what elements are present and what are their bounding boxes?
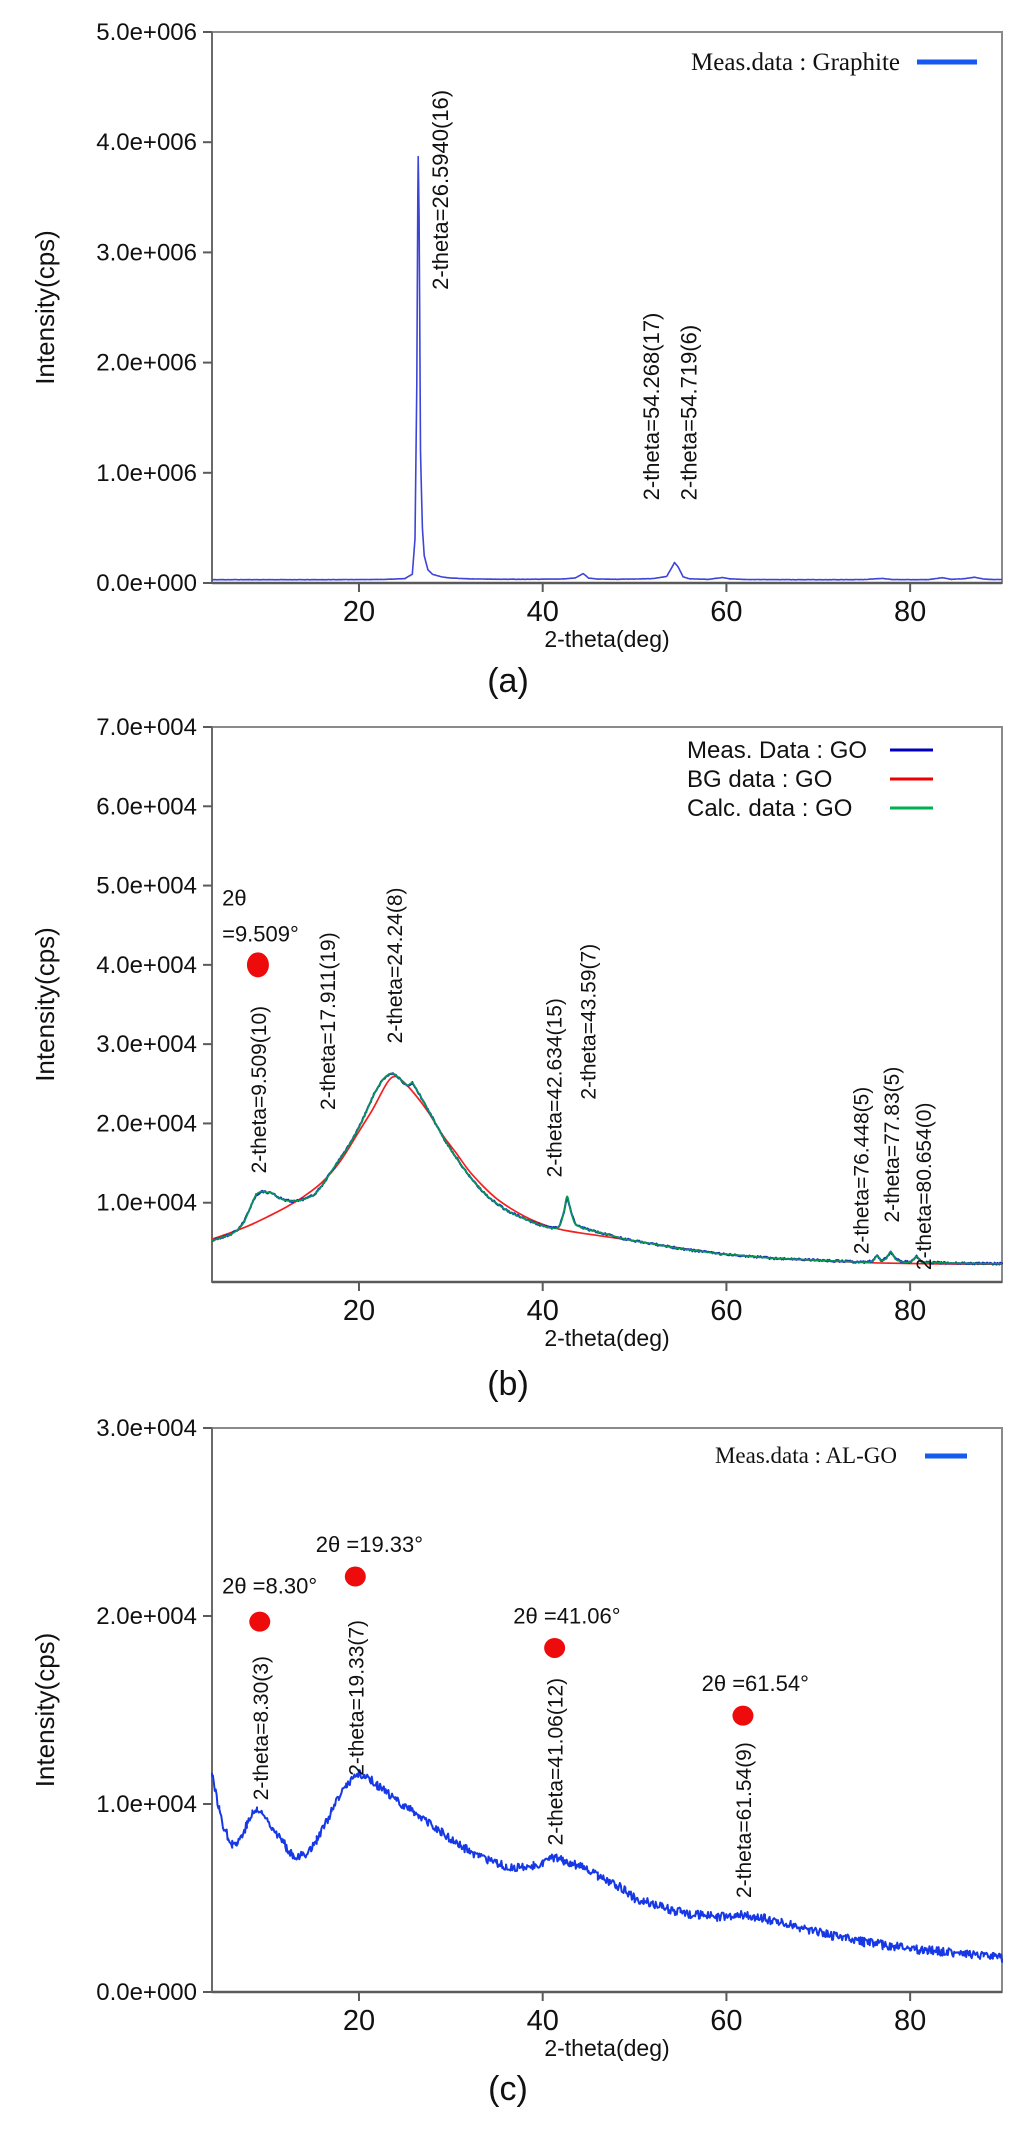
- series-line-2: [211, 1072, 1003, 1265]
- xrd-chart-al-go: 0.0e+000 1.0e+004 2.0e+004 3.0e+004 20 40 60 80…: [30, 1415, 1003, 2108]
- y-tick-label: 5.0e+006: [96, 19, 197, 46]
- peak-annotation: 2-theta=41.06(12): [545, 1678, 568, 1846]
- peak-annotation: 2-theta=26.5940(16): [428, 90, 453, 290]
- chart-caption: (c): [488, 2070, 528, 2108]
- y-tick-label: 1.0e+004: [96, 1190, 197, 1217]
- xrd-chart-graphite: 0.0e+000 1.0e+006 2.0e+006 3.0e+006 4.0e+006…: [30, 19, 1003, 700]
- peak-marker-dot: [544, 1637, 566, 1658]
- peak-callout-label: 2θ: [222, 885, 246, 910]
- x-tick-label: 20: [343, 2005, 375, 2037]
- peak-annotation: 2-theta=80.654(0): [913, 1103, 936, 1271]
- y-axis-label: Intensity(cps): [30, 230, 60, 385]
- legend-label: Meas.data : AL-GO: [715, 1443, 897, 1468]
- x-tick-label: 20: [343, 596, 375, 628]
- peak-annotation: 2-theta=77.83(5): [881, 1067, 904, 1223]
- y-tick-label: 1.0e+006: [96, 460, 197, 487]
- x-axis-label: 2-theta(deg): [544, 2035, 669, 2061]
- series-line-0: [212, 155, 1002, 581]
- chart-caption: (a): [487, 662, 529, 700]
- y-tick-label: 3.0e+004: [96, 1415, 197, 1442]
- peak-annotation: 2-theta=54.719(6): [677, 325, 702, 501]
- x-tick-label: 20: [343, 1295, 375, 1327]
- y-tick-label: 4.0e+006: [96, 129, 197, 156]
- plot-border: [211, 31, 1003, 584]
- legend-label: BG data : GO: [687, 766, 832, 793]
- y-tick-label: 3.0e+006: [96, 239, 197, 266]
- y-axis-label: Intensity(cps): [30, 927, 60, 1082]
- peak-marker-dot: [732, 1705, 754, 1726]
- peak-annotation: 2-theta=42.634(15): [544, 998, 567, 1177]
- peak-annotation: 2-theta=19.33(7): [345, 1620, 368, 1776]
- x-axis-label: 2-theta(deg): [544, 1325, 669, 1351]
- y-tick-label: 2.0e+004: [96, 1603, 197, 1630]
- x-tick-label: 40: [527, 2005, 559, 2037]
- peak-callout-label: 2θ =19.33°: [316, 1532, 423, 1557]
- legend-label: Meas.data : Graphite: [691, 49, 900, 76]
- peak-annotation: 2-theta=17.911(19): [317, 932, 340, 1110]
- y-tick-label: 1.0e+004: [96, 1791, 197, 1818]
- x-tick-label: 40: [527, 596, 559, 628]
- x-axis-label: 2-theta(deg): [544, 626, 669, 652]
- peak-callout-label: 2θ =61.54°: [702, 1671, 809, 1696]
- y-tick-label: 6.0e+004: [96, 793, 197, 820]
- peak-marker-dot: [249, 1611, 271, 1632]
- legend-label: Meas. Data : GO: [687, 737, 867, 764]
- y-tick-label: 2.0e+006: [96, 350, 197, 377]
- y-tick-label: 5.0e+004: [96, 873, 197, 900]
- peak-callout-label: 2θ =8.30°: [222, 1573, 317, 1598]
- peak-marker-dot: [344, 1566, 366, 1587]
- x-tick-label: 80: [894, 1295, 926, 1327]
- peak-marker-dot: [246, 952, 269, 978]
- y-tick-label: 2.0e+004: [96, 1110, 197, 1137]
- y-tick-label: 4.0e+004: [96, 952, 197, 979]
- legend-label: Calc. data : GO: [687, 795, 852, 822]
- x-tick-label: 80: [894, 596, 926, 628]
- y-tick-label: 0.0e+000: [96, 1979, 197, 2006]
- x-tick-label: 60: [710, 2005, 742, 2037]
- x-tick-label: 60: [710, 596, 742, 628]
- peak-annotation: 2-theta=43.59(7): [578, 944, 601, 1100]
- peak-annotation: 2-theta=61.54(9): [733, 1742, 756, 1898]
- peak-annotation: 2-theta=8.30(3): [250, 1656, 273, 1800]
- y-tick-label: 3.0e+004: [96, 1031, 197, 1058]
- peak-annotation: 2-theta=9.509(10): [248, 1006, 271, 1174]
- plot-border: [211, 1427, 1003, 1993]
- series-line-0: [211, 1769, 1003, 1963]
- peak-callout-label: 2θ =41.06°: [513, 1604, 620, 1629]
- x-tick-label: 40: [527, 1295, 559, 1327]
- peak-callout-label: =9.509°: [222, 921, 299, 946]
- y-tick-label: 0.0e+000: [96, 570, 197, 597]
- x-tick-label: 60: [710, 1295, 742, 1327]
- y-tick-label: 7.0e+004: [96, 714, 197, 741]
- peak-annotation: 2-theta=24.24(8): [384, 887, 407, 1043]
- x-tick-label: 80: [894, 2005, 926, 2037]
- y-axis-label: Intensity(cps): [30, 1633, 60, 1788]
- peak-annotation: 2-theta=76.448(5): [851, 1087, 874, 1255]
- chart-caption: (b): [487, 1365, 529, 1403]
- peak-annotation: 2-theta=54.268(17): [639, 313, 664, 501]
- xrd-chart-go: 1.0e+004 2.0e+004 3.0e+004 4.0e+004 5.0e+004…: [30, 714, 1003, 1403]
